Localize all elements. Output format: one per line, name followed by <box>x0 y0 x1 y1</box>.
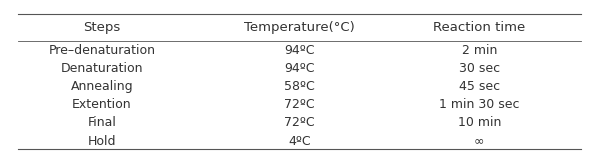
Text: 4ºC: 4ºC <box>288 135 311 148</box>
Text: ∞: ∞ <box>474 135 485 148</box>
Text: 10 min: 10 min <box>458 116 501 130</box>
Text: 2 min: 2 min <box>461 44 497 57</box>
Text: 72ºC: 72ºC <box>284 116 315 130</box>
Text: Reaction time: Reaction time <box>433 21 525 34</box>
Text: Pre–denaturation: Pre–denaturation <box>49 44 155 57</box>
Text: Final: Final <box>87 116 116 130</box>
Text: Denaturation: Denaturation <box>60 62 143 75</box>
Text: 94ºC: 94ºC <box>285 44 314 57</box>
Text: 72ºC: 72ºC <box>284 98 315 111</box>
Text: Temperature(°C): Temperature(°C) <box>244 21 355 34</box>
Text: 45 sec: 45 sec <box>459 80 500 93</box>
Text: 30 sec: 30 sec <box>459 62 500 75</box>
Text: 94ºC: 94ºC <box>285 62 314 75</box>
Text: 1 min 30 sec: 1 min 30 sec <box>439 98 519 111</box>
Text: 58ºC: 58ºC <box>284 80 315 93</box>
Text: Extention: Extention <box>72 98 132 111</box>
Text: Steps: Steps <box>83 21 120 34</box>
Text: Hold: Hold <box>87 135 116 148</box>
Text: Annealing: Annealing <box>71 80 133 93</box>
